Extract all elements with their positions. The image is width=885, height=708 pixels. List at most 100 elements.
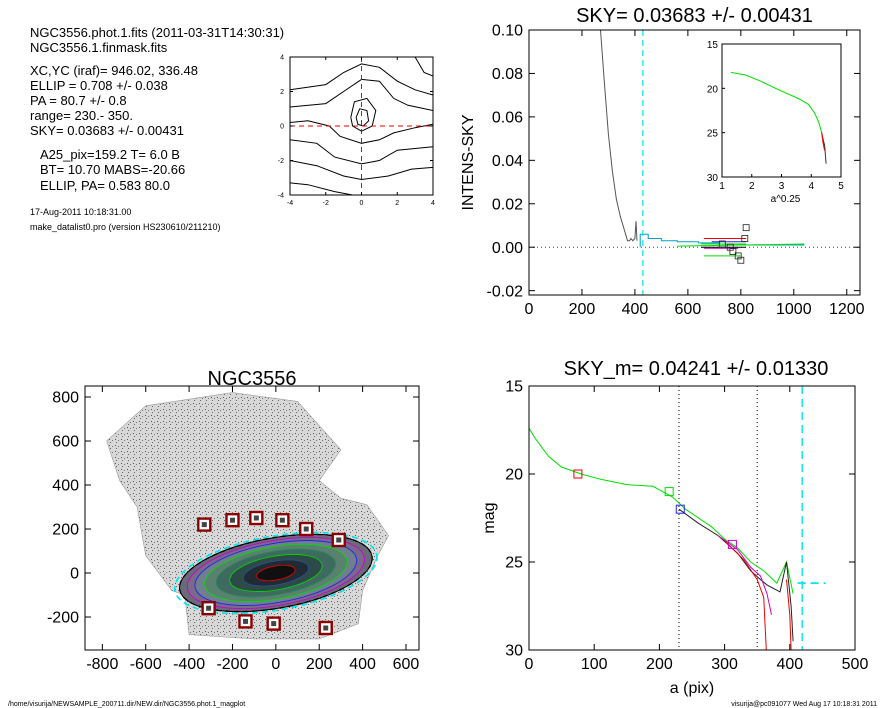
x-tick-label: 600 [675, 301, 702, 318]
galaxy-image-plot: NGC3556 -800 -600 -400 -200 0 200 400 600 -200 0 20… [47, 368, 420, 673]
mag-plot-area [529, 386, 826, 650]
contour-line [290, 160, 433, 181]
contour-line [350, 97, 377, 132]
footer-user: visurija@pc091077 Wed Aug 17 10:18:31 20… [731, 701, 877, 708]
info-line: PA = 80.7 +/- 0.8 [30, 93, 127, 108]
y-tick-label: 0.00 [492, 240, 523, 257]
mask-square-core [253, 515, 259, 521]
info-line: NGC3556.phot.1.fits (2011-03-31T14:30:31… [30, 25, 284, 40]
y-tick-label: 4 [280, 54, 284, 61]
y-tick-label: 15 [505, 379, 523, 396]
x-tick-label: 0 [525, 656, 534, 673]
contour-line [290, 182, 353, 195]
sky-plot-area [529, 30, 860, 295]
x-tick-label: 200 [569, 301, 596, 318]
y-tick-label: 2 [280, 89, 284, 96]
y-axis-label: INTENS-SKY [460, 114, 477, 210]
x-tick-label: -800 [86, 656, 118, 673]
isophote-ellipse [256, 564, 296, 582]
x-tick-label: 300 [711, 656, 738, 673]
info-line: range= 230.- 350. [30, 108, 133, 123]
y-tick-label: 0.04 [492, 153, 523, 170]
mask-square-core [229, 517, 235, 523]
mask-square-core [323, 625, 329, 631]
y-tick-label: 600 [52, 434, 79, 451]
x-tick-label: 500 [842, 656, 869, 673]
x-tick-label: -400 [173, 656, 205, 673]
contour-plot: -4 -2 0 2 4 -4 -2 0 2 4 [278, 54, 435, 207]
x-tick-label: 600 [393, 656, 420, 673]
y-axis-label: mag [481, 502, 498, 533]
sky-square [718, 240, 726, 248]
mag-square [573, 469, 583, 479]
info-line: BT= 10.70 MABS=-20.66 [40, 162, 185, 177]
x-tick-label: -4 [287, 200, 293, 207]
y-tick-label: 0 [280, 123, 284, 130]
y-tick-label: 0.10 [492, 23, 523, 40]
plot-frame [528, 29, 861, 296]
inset-tail-red [821, 132, 826, 151]
y-tick-label: -4 [278, 192, 284, 199]
x-tick-label: 400 [622, 301, 649, 318]
y-tick-label: 400 [52, 478, 79, 495]
x-tick-label: 200 [646, 656, 673, 673]
contour-line [290, 63, 433, 96]
x-tick-label: 0 [360, 200, 364, 207]
y-tick-label: -0.02 [487, 283, 524, 300]
info-line: SKY= 0.03683 +/- 0.00431 [30, 123, 184, 138]
contour-line [414, 57, 433, 77]
info-line: ELLIP = 0.708 +/- 0.038 [30, 78, 168, 93]
info-line: ELLIP, PA= 0.583 80.0 [40, 178, 170, 193]
contour-lines [290, 57, 433, 195]
x-tick-label: -2 [323, 200, 329, 207]
mask-square-core [279, 517, 285, 523]
mag-curve-red [786, 579, 792, 650]
mask-square-core [336, 537, 342, 543]
mag-curve-black [678, 508, 794, 642]
y-tick-label: 800 [52, 390, 79, 407]
x-tick-label: -200 [216, 656, 248, 673]
y-tick-label: -2 [278, 158, 284, 165]
inset-x-axis-label: a^0.25 [771, 194, 801, 205]
sky-square [742, 224, 750, 232]
x-tick-label: -600 [130, 656, 162, 673]
mag-square [664, 487, 674, 497]
info-line: NGC3556.1.finmask.fits [30, 40, 168, 55]
inset-y-tick-label: 25 [707, 129, 719, 140]
footer-path: /home/visurija/NEWSAMPLE_200711.dir/NEW.… [8, 701, 245, 708]
isophote-ellipse [173, 531, 378, 615]
mag-curve-magenta [717, 535, 772, 615]
inset-x-tick-label: 4 [808, 181, 814, 192]
mask-square-core [242, 618, 248, 624]
inset-x-tick-label: 3 [779, 181, 785, 192]
sky-square [737, 256, 745, 264]
y-tick-label: 25 [505, 555, 523, 572]
x-tick-label: 200 [306, 656, 333, 673]
contour-line [290, 120, 433, 144]
chart-title: SKY= 0.03683 +/- 0.00431 [576, 5, 813, 27]
inset-frame [721, 43, 842, 178]
y-tick-label: 30 [505, 643, 523, 660]
x-tick-label: 1200 [829, 301, 865, 318]
y-tick-label: 0.08 [492, 66, 523, 83]
contour-line [290, 78, 433, 111]
green-fit-line [677, 243, 805, 247]
inset-y-tick-label: 20 [707, 84, 719, 95]
mask-square-core [206, 605, 212, 611]
y-tick-label: 0.06 [492, 109, 523, 126]
info-line: XC,YC (iraf)= 946.02, 336.48 [30, 63, 198, 78]
info-block: NGC3556.phot.1.fits (2011-03-31T14:30:31… [30, 25, 284, 232]
mag-curve-green [529, 427, 794, 594]
sky-square [741, 235, 749, 242]
mask-square-core [303, 526, 309, 532]
inset-curve [730, 71, 826, 147]
mask-square-core [201, 522, 207, 528]
info-line: A25_pix=159.2 T= 6.0 B [40, 147, 180, 162]
x-tick-label: 100 [581, 656, 608, 673]
chart-title: NGC3556 [208, 368, 297, 390]
inset-x-tick-label: 2 [749, 181, 755, 192]
mag-square [675, 504, 685, 514]
x-tick-label: 400 [776, 656, 803, 673]
